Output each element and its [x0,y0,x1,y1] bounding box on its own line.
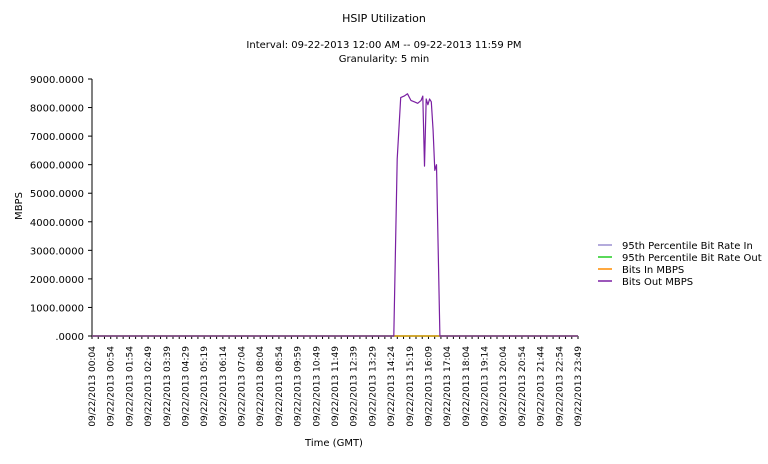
x-axis-label: Time (GMT) [304,438,363,449]
x-tick-label: 09/22/2013 04:29 [181,346,191,427]
axes [91,79,578,337]
x-tick-label: 09/22/2013 05:19 [200,346,210,427]
legend-label-95th-percentile-bit-rate-in: 95th Percentile Bit Rate In [622,241,753,252]
chart-title: HSIP Utilization [342,12,426,25]
x-tick-label: 09/22/2013 17:04 [443,346,453,427]
x-tick-label: 09/22/2013 14:24 [387,346,397,427]
x-tick-label: 09/22/2013 20:04 [499,346,509,427]
y-axis-label: MBPS [14,192,25,220]
x-tick-label: 09/22/2013 16:09 [424,346,434,427]
y-tick-label: 8000.0000 [30,104,84,115]
x-tick-label: 09/22/2013 07:04 [238,346,248,427]
y-tick-label: 6000.0000 [30,161,84,172]
x-tick-label: 09/22/2013 21:44 [537,346,547,427]
x-tick-label: 09/22/2013 02:49 [144,346,154,427]
x-tick-label: 09/22/2013 11:49 [331,346,341,427]
legend-label-95th-percentile-bit-rate-out: 95th Percentile Bit Rate Out [622,253,762,264]
y-tick-label: .0000 [55,332,84,343]
x-tick-label: 09/22/2013 09:59 [294,346,304,427]
y-tick-label: 9000.0000 [30,75,84,86]
chart-subtitle-granularity: Granularity: 5 min [339,54,430,65]
x-tick-label: 09/22/2013 10:49 [312,346,322,427]
x-tick-label: 09/22/2013 23:49 [574,346,584,427]
data-series [92,93,578,337]
legend-label-bits-out-mbps: Bits Out MBPS [622,277,693,288]
x-tick-label: 09/22/2013 12:39 [350,346,360,427]
x-tick-label: 09/22/2013 08:54 [275,346,285,427]
y-tick-label: 2000.0000 [30,275,84,286]
legend-label-bits-in-mbps: Bits In MBPS [622,265,684,276]
y-tick-label: 3000.0000 [30,246,84,257]
x-tick-label: 09/22/2013 15:19 [406,346,416,427]
series-line-bits-out-mbps [92,93,578,337]
x-tick-label: 09/22/2013 08:04 [256,346,266,427]
x-tick-label: 09/22/2013 00:54 [107,346,117,427]
y-tick-label: 1000.0000 [30,303,84,314]
x-tick-label: 09/22/2013 20:54 [518,346,528,427]
x-tick-label: 09/22/2013 19:14 [481,346,491,427]
y-tick-label: 4000.0000 [30,218,84,229]
y-tick-label: 7000.0000 [30,132,84,143]
x-axis-ticks: 09/22/2013 00:04 09/22/2013 00:54 09/22/20… [88,336,584,427]
x-tick-label: 09/22/2013 13:29 [368,346,378,427]
y-tick-label: 5000.0000 [30,189,84,200]
x-tick-label: 09/22/2013 18:04 [462,346,472,427]
x-tick-label: 09/22/2013 03:39 [163,346,173,427]
chart-subtitle-interval: Interval: 09-22-2013 12:00 AM -- 09-22-2… [246,40,521,51]
y-axis-ticks: .0000 1000.0000 2000.0000 3000.0000 4000.000… [30,75,92,343]
x-tick-label: 09/22/2013 06:14 [219,346,229,427]
x-tick-label: 09/22/2013 00:04 [88,346,98,427]
x-tick-label: 09/22/2013 01:54 [125,346,135,427]
x-tick-label: 09/22/2013 22:54 [555,346,565,427]
